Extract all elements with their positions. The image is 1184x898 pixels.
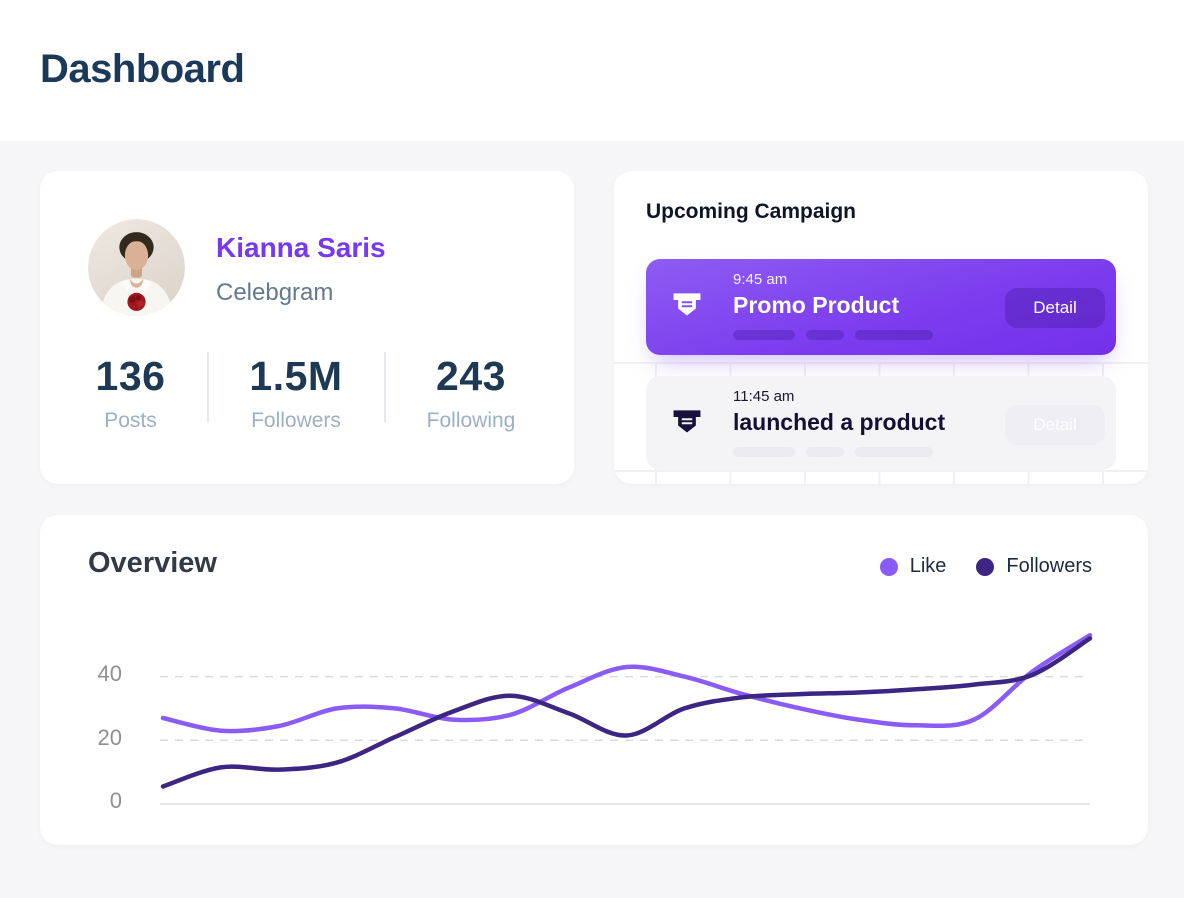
y-axis-tick: 20 [97,725,122,750]
app-header: Dashboard [0,0,1184,141]
legend-item-like: Like [879,555,947,578]
chart-legend: Like Followers [879,555,1092,578]
legend-label: Followers [1006,555,1092,577]
y-axis-tick: 40 [97,661,122,686]
overview-title: Overview [88,547,217,579]
like-line-series [160,632,1093,734]
overview-chart-card: Overview Like Followers 40 20 0 [40,515,1148,845]
like-series-dot-icon [879,557,898,576]
followers-series-dot-icon [976,557,995,576]
profile-name: Kianna Saris [216,232,386,263]
stat-followers-label: Followers [251,409,341,432]
legend-item-followers: Followers [976,555,1092,578]
stat-posts: 136 Posts [68,353,193,433]
avatar [88,219,185,316]
y-axis-tick: 0 [109,788,122,813]
skeleton-bars [733,330,933,340]
line-chart [160,632,1093,805]
stat-followers-value: 1.5M [249,353,343,399]
campaign-card-title: Upcoming Campaign [646,200,857,223]
campaign-time: 11:45 am [733,388,795,405]
skeleton-bars [733,447,933,457]
stat-following-value: 243 [436,353,506,399]
campaign-time: 9:45 am [733,271,788,288]
campaign-title: Promo Product [733,292,900,318]
skeleton-bar [806,330,844,340]
stat-posts-label: Posts [104,409,157,432]
stat-following-label: Following [426,409,516,432]
banner-badge-icon [668,404,706,442]
stat-divider [384,352,386,422]
skeleton-bar [733,447,795,457]
stat-divider [207,352,209,422]
stat-posts-value: 136 [95,353,166,399]
skeleton-bar [733,330,795,340]
profile-handle: Celebgram [216,279,334,306]
legend-label: Like [909,555,947,577]
upcoming-campaign-card: Upcoming Campaign 9:45 am Promo Product … [614,171,1148,484]
detail-button[interactable]: Detail [1005,405,1105,445]
campaign-title: launched a product [733,409,946,435]
followers-line-series [160,636,1093,789]
banner-badge-icon [668,287,706,325]
page-title: Dashboard [40,47,245,91]
skeleton-bar [806,447,844,457]
stat-following: 243 Following [390,353,552,433]
stat-followers: 1.5M Followers [212,353,380,433]
campaign-item-launched-product[interactable]: 11:45 am launched a product Detail [646,376,1116,470]
campaign-item-promo-product[interactable]: 9:45 am Promo Product Detail [646,259,1116,355]
profile-card: Kianna Saris Celebgram 136 Posts 1.5M Fo… [40,171,574,484]
skeleton-bar [855,447,933,457]
skeleton-bar [855,330,933,340]
detail-button[interactable]: Detail [1005,288,1105,328]
avatar-illustration [88,219,185,316]
